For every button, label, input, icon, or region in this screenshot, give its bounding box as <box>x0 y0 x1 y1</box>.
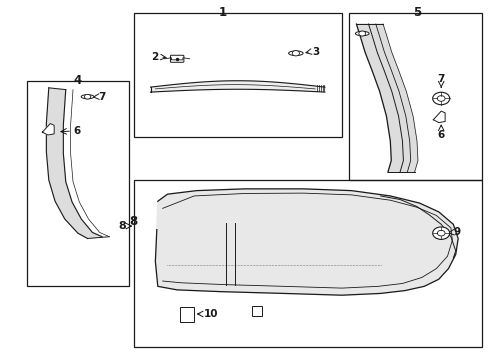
Polygon shape <box>150 81 325 92</box>
Ellipse shape <box>355 31 369 36</box>
Bar <box>134 180 482 347</box>
Circle shape <box>433 227 450 239</box>
Circle shape <box>438 230 445 236</box>
Circle shape <box>433 92 450 105</box>
Polygon shape <box>47 88 102 238</box>
FancyBboxPatch shape <box>171 55 184 62</box>
Circle shape <box>438 96 445 101</box>
Text: 1: 1 <box>219 6 227 19</box>
Bar <box>349 13 482 180</box>
Polygon shape <box>356 24 418 172</box>
Circle shape <box>359 31 366 36</box>
Text: 2: 2 <box>151 52 159 62</box>
Circle shape <box>292 51 299 56</box>
Text: 3: 3 <box>312 47 319 57</box>
Text: 6: 6 <box>73 126 80 136</box>
Text: 6: 6 <box>438 130 445 140</box>
Bar <box>252 306 262 316</box>
Bar <box>27 81 129 286</box>
Text: 7: 7 <box>438 73 445 84</box>
Bar <box>134 13 342 138</box>
Ellipse shape <box>289 51 303 55</box>
Polygon shape <box>43 123 54 135</box>
Polygon shape <box>155 189 458 295</box>
Text: 4: 4 <box>74 74 82 87</box>
Text: 8: 8 <box>119 221 126 231</box>
Bar <box>180 307 194 322</box>
Circle shape <box>84 94 91 99</box>
Text: 7: 7 <box>98 92 106 102</box>
Text: 9: 9 <box>453 228 461 238</box>
Polygon shape <box>433 111 445 123</box>
Text: 8: 8 <box>129 215 138 229</box>
Ellipse shape <box>81 95 94 99</box>
Text: 10: 10 <box>204 309 219 319</box>
Text: 5: 5 <box>413 6 421 19</box>
